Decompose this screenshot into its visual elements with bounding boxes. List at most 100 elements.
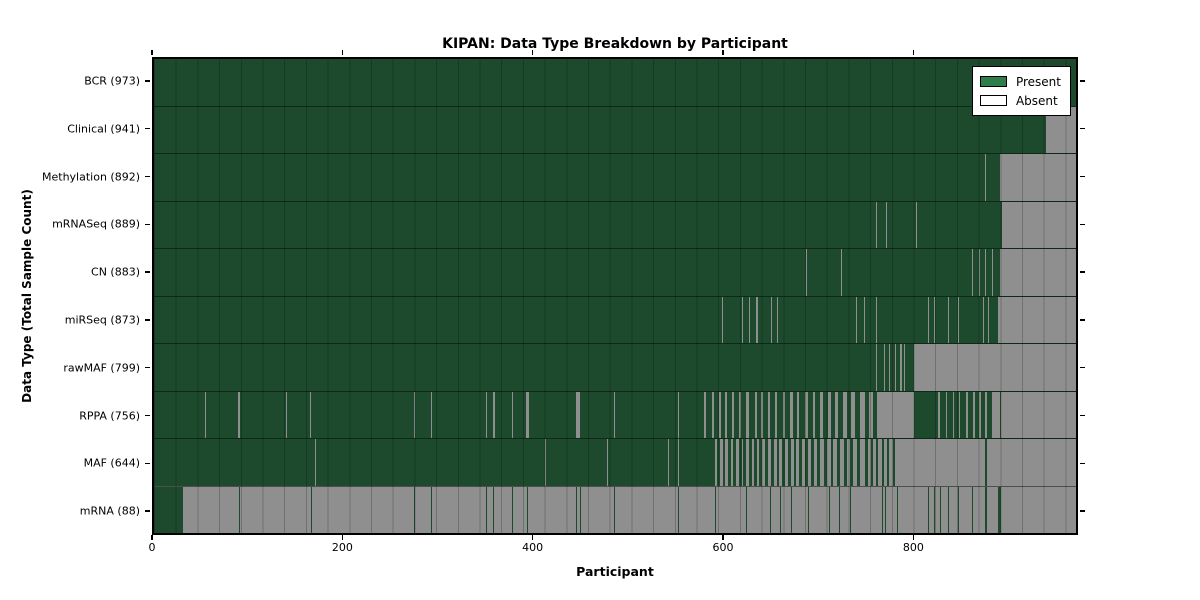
absent-segment [725,439,729,486]
y-tick-left [145,223,150,226]
absent-segment [749,296,751,343]
absent-segment [913,344,1076,391]
y-tick-right [1080,127,1085,130]
absent-segment [776,296,778,343]
absent-segment [869,391,874,438]
absent-segment [285,391,287,438]
absent-segment [678,439,679,486]
absent-segment [863,296,865,343]
absent-segment [812,391,816,438]
absent-segment [678,391,679,438]
absent-segment [937,391,941,438]
x-tick-top [722,50,724,55]
absent-segment [876,296,878,343]
absent-segment [413,391,415,438]
absent-segment [804,391,808,438]
absent-segment [859,439,865,486]
y-tick-left [145,80,150,82]
x-tick-top [341,50,344,55]
absent-segment [238,391,241,438]
heatmap-row-Clinical [154,105,1076,153]
x-tick-top [912,50,915,55]
x-tick-bottom [912,535,915,540]
y-tick-left [145,366,150,369]
absent-segment [987,296,989,343]
absent-segment [876,201,878,248]
heatmap-row-mRNASeq [154,200,1076,248]
absent-segment [783,391,786,438]
y-tick-label-MAF: MAF (644) [83,456,140,470]
absent-segment [805,249,807,296]
absent-segment [853,439,858,486]
absent-segment [873,439,877,486]
absent-segment [813,439,818,486]
y-tick-left [145,175,150,178]
absent-segment [774,391,778,438]
absent-segment [526,391,530,438]
absent-segment [756,439,760,486]
heatmap-row-Methylation [154,153,1076,201]
x-tick-label-200: 200 [331,541,353,554]
legend-label-absent: Absent [1015,93,1058,108]
y-tick-label-Clinical: Clinical (941) [67,122,140,136]
absent-segment [735,439,739,486]
absent-segment [827,391,831,438]
chart-title: KIPAN: Data Type Breakdown by Participan… [442,36,788,52]
y-tick-right [1080,271,1085,273]
absent-segment [877,391,914,438]
absent-segment [761,391,764,438]
absent-segment [575,391,581,438]
absent-segment [842,391,847,438]
absent-segment [796,439,800,486]
absent-segment [768,391,770,438]
legend-item-absent: Absent [979,91,1061,110]
heatmap-row-CN [154,248,1076,296]
y-tick-label-mRNA: mRNA (88) [79,504,140,518]
absent-segment [895,439,986,486]
y-tick-label-BCR: BCR (973) [84,74,140,88]
present-segment [575,486,577,533]
heatmap-row-rawMAF [154,343,1076,391]
y-tick-right [1080,510,1085,512]
absent-segment [979,391,982,438]
absent-segment [958,296,960,343]
absent-segment [867,439,872,486]
present-segment [998,486,1002,533]
heatmap-row-mRNA [154,485,1076,533]
absent-segment [889,439,894,486]
absent-segment [807,439,811,486]
present-segment [884,486,886,533]
absent-segment [991,249,993,296]
x-tick-bottom [722,535,724,540]
present-segment [311,486,313,533]
absent-segment [768,439,771,486]
present-segment [430,486,432,533]
absent-segment [840,249,842,296]
present-segment [769,486,771,533]
absent-segment [719,439,723,486]
present-segment [512,486,514,533]
present-segment [154,486,184,533]
absent-segment [851,391,856,438]
absent-segment [797,391,800,438]
y-tick-left [145,414,150,417]
absent-segment [877,439,882,486]
absent-segment [718,391,721,438]
absent-segment [762,439,766,486]
absent-segment [770,296,772,343]
absent-segment [948,296,950,343]
absent-segment [725,391,728,438]
absent-segment [493,391,496,438]
y-tick-label-miRSeq: miRSeq (873) [64,313,140,327]
y-tick-left [145,462,150,465]
absent-segment [928,296,930,343]
present-segment [958,486,960,533]
y-tick-left [145,319,150,321]
absent-segment [310,391,312,438]
absent-segment [714,439,717,486]
absent-segment [895,344,896,391]
absent-segment [889,344,891,391]
x-tick-label-0: 0 [148,541,156,554]
present-segment [948,486,950,533]
